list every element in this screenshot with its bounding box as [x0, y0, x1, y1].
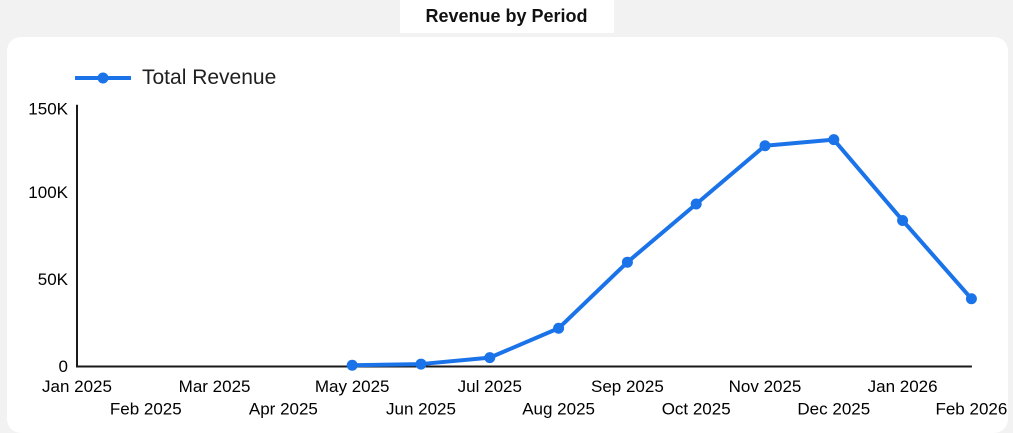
chart-title-box: Revenue by Period	[399, 0, 614, 33]
x-axis-tick-label: Feb 2025	[110, 400, 182, 419]
legend: Total Revenue	[75, 66, 276, 90]
x-axis-tick-label: May 2025	[315, 377, 390, 396]
y-axis-tick-label: 100K	[28, 183, 68, 202]
legend-line-marker-icon	[75, 72, 131, 84]
y-axis-tick-label: 0	[59, 357, 68, 376]
x-axis-tick-label: Jun 2025	[386, 400, 456, 419]
chart-title: Revenue by Period	[425, 6, 588, 26]
data-point[interactable]	[621, 256, 633, 268]
data-point[interactable]	[828, 134, 840, 146]
series-line-total-revenue[interactable]	[350, 137, 974, 368]
x-axis-tick-label: Jan 2025	[42, 377, 112, 396]
data-point[interactable]	[690, 198, 702, 210]
legend-item-label: Total Revenue	[142, 66, 277, 89]
y-axis-tick-label: 50K	[38, 270, 69, 289]
x-axis-tick-label: Jan 2026	[868, 377, 938, 396]
x-axis-tick-label: Feb 2026	[935, 400, 1007, 419]
x-axis-tick-label: Dec 2025	[797, 400, 870, 419]
data-point[interactable]	[553, 322, 565, 334]
x-axis-tick-label: Oct 2025	[662, 400, 731, 419]
x-axis-tick-label: Nov 2025	[729, 377, 802, 396]
x-axis-tick-label: Mar 2025	[179, 377, 251, 396]
data-point[interactable]	[484, 352, 496, 364]
data-point[interactable]	[897, 214, 909, 226]
x-axis-tick-label: Aug 2025	[522, 400, 595, 419]
data-point[interactable]	[415, 358, 427, 370]
data-point[interactable]	[346, 359, 358, 371]
data-point[interactable]	[965, 293, 977, 305]
x-axis-tick-label: Sep 2025	[591, 377, 664, 396]
legend-item-total-revenue[interactable]: Total Revenue	[75, 66, 276, 90]
data-point[interactable]	[759, 140, 771, 152]
y-axis-tick-label: 150K	[28, 99, 68, 118]
x-axis-tick-label: Jul 2025	[458, 377, 522, 396]
x-axis-tick-label: Apr 2025	[249, 400, 318, 419]
